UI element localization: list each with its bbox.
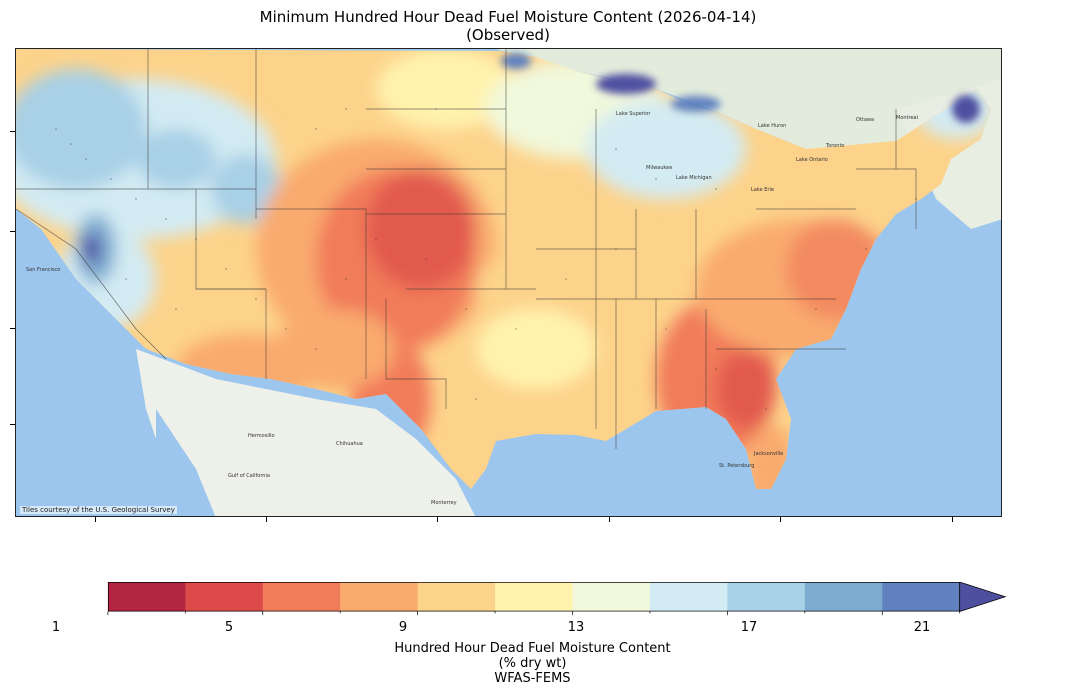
colorbar-segment [340, 582, 419, 612]
x-axis-tick [609, 517, 610, 522]
label-lake-huron: Lake Huron [758, 123, 786, 129]
y-axis-tick [10, 328, 15, 329]
colorbar-segment [882, 582, 961, 612]
mexico-land [136, 349, 475, 516]
x-axis-tick [437, 517, 438, 522]
colorbar-segment [804, 582, 883, 612]
colorbar-tick-label: 5 [224, 620, 234, 635]
label-montreal: Montreal [896, 115, 918, 121]
colorbar-tick-label: 17 [740, 620, 758, 635]
label-gulf-of-california: Gulf of California [228, 473, 270, 479]
x-axis-tick [266, 517, 267, 522]
chart-title: Minimum Hundred Hour Dead Fuel Moisture … [259, 8, 757, 26]
colorbar-segment [495, 582, 573, 612]
label-lake-michigan: Lake Michigan [676, 175, 712, 181]
label-st-petersburg: St. Petersburg [719, 463, 754, 469]
colorbar-tick-label: 21 [913, 620, 931, 635]
colorbar-segment [107, 582, 186, 612]
chart-subtitle: (Observed) [466, 26, 550, 44]
station-points [55, 108, 917, 410]
label-lake-erie: Lake Erie [751, 187, 774, 193]
colorbar-segment [262, 582, 341, 612]
label-ottawa: Ottawa [856, 117, 874, 123]
colorbar-label: Hundred Hour Dead Fuel Moisture Content [394, 641, 671, 656]
state-borders [16, 49, 917, 449]
place-labels: San Francisco Chihuahua Monterrey Jackso… [26, 111, 918, 506]
label-hermosillo: Hermosillo [248, 433, 275, 439]
y-axis-tick [10, 424, 15, 425]
label-toronto: Toronto [825, 143, 844, 149]
tile-credit: Tiles courtesy of the U.S. Geological Su… [20, 506, 177, 514]
colorbar-extend-arrow [959, 582, 1007, 613]
colorbar-segment [572, 582, 651, 612]
y-axis-tick [10, 131, 15, 132]
colorbar-tick-label: 1 [51, 620, 61, 635]
label-monterrey: Monterrey [431, 500, 457, 506]
colorbar-segment [727, 582, 806, 612]
gulf-of-california [156, 409, 216, 516]
x-axis-tick [780, 517, 781, 522]
colorbar-tick-label: 9 [398, 620, 408, 635]
colorbar-source: WFAS-FEMS [494, 671, 571, 686]
label-lake-superior: Lake Superior [616, 111, 651, 117]
colorbar [107, 582, 1007, 616]
map-panel[interactable]: San Francisco Chihuahua Monterrey Jackso… [15, 48, 1002, 517]
label-san-francisco: San Francisco [26, 267, 60, 273]
x-axis-tick [952, 517, 953, 522]
colorbar-tick-label: 13 [567, 620, 585, 635]
colorbar-segment [417, 582, 496, 612]
label-lake-ontario: Lake Ontario [796, 157, 828, 163]
colorbar-segment [185, 582, 264, 612]
y-axis-tick [10, 231, 15, 232]
x-axis-tick [95, 517, 96, 522]
label-chihuahua: Chihuahua [336, 441, 363, 447]
colorbar-units: (% dry wt) [498, 656, 567, 671]
label-jacksonville: Jacksonville [753, 451, 783, 457]
label-milwaukee: Milwaukee [646, 165, 672, 171]
colorbar-outline [107, 582, 961, 612]
high-moisture-patches [501, 53, 980, 123]
moisture-map: San Francisco Chihuahua Monterrey Jackso… [16, 49, 1001, 516]
colorbar-segment [649, 582, 728, 612]
